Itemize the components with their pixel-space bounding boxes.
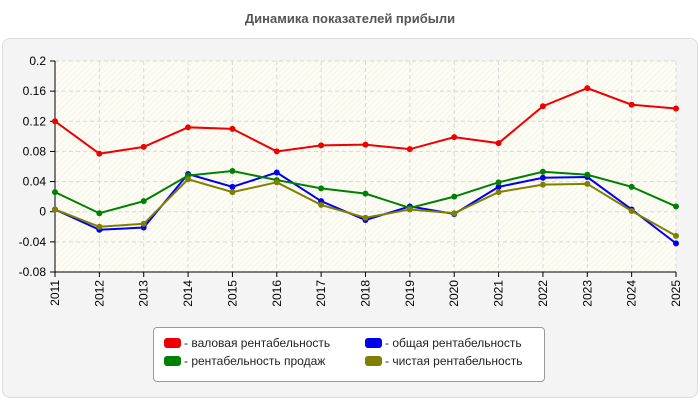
data-point: [273, 169, 280, 176]
data-point: [451, 134, 458, 141]
data-point: [362, 190, 369, 197]
data-point: [185, 124, 192, 131]
data-point: [229, 189, 236, 196]
legend-item-net: - чистая рентабельность: [365, 354, 522, 368]
y-tick-label: 0.08: [23, 144, 47, 158]
x-tick-label: 2024: [625, 280, 639, 307]
data-point: [495, 140, 502, 147]
data-point: [539, 181, 546, 188]
x-tick-label: 2011: [48, 280, 62, 306]
x-tick-label: 2014: [181, 280, 195, 307]
data-point: [185, 176, 192, 183]
x-tick-label: 2019: [403, 280, 417, 307]
data-point: [584, 180, 591, 187]
data-point: [140, 220, 147, 227]
data-point: [451, 193, 458, 200]
data-point: [406, 206, 413, 213]
data-point: [140, 143, 147, 150]
chart-title: Динамика показателей прибыли: [244, 11, 456, 26]
data-point: [52, 189, 58, 196]
legend-item-sales: - рентабельность продаж: [164, 354, 325, 368]
data-point: [539, 174, 546, 181]
data-point: [584, 85, 591, 92]
data-point: [229, 168, 236, 175]
legend-swatch: [365, 338, 382, 348]
x-tick-label: 2023: [580, 280, 594, 307]
legend-label: - общая рентабельность: [385, 336, 522, 350]
data-point: [628, 101, 635, 108]
data-point: [229, 125, 236, 132]
data-point: [628, 183, 635, 190]
series-2: [52, 168, 679, 217]
data-point: [673, 203, 679, 210]
x-tick-label: 2020: [447, 280, 461, 307]
data-point: [495, 189, 502, 196]
y-tick-label: 0.16: [23, 84, 47, 98]
data-point: [451, 210, 458, 217]
data-point: [318, 142, 325, 149]
x-tick-label: 2017: [314, 280, 328, 307]
data-point: [539, 103, 546, 110]
legend-swatch: [365, 356, 382, 366]
data-point: [52, 206, 58, 213]
data-point: [96, 223, 103, 230]
y-tick-label: 0.04: [23, 175, 47, 189]
y-tick-label: 0.12: [23, 114, 47, 128]
x-tick-label: 2012: [92, 280, 106, 307]
data-point: [362, 214, 369, 221]
data-point: [673, 232, 679, 239]
data-point: [273, 179, 280, 186]
x-tick-label: 2025: [669, 280, 683, 307]
data-point: [362, 141, 369, 148]
legend-swatch: [164, 356, 181, 366]
x-tick-label: 2021: [492, 280, 506, 307]
legend-item-gross: - валовая рентабельность: [164, 336, 330, 350]
legend-label: - валовая рентабельность: [184, 336, 331, 350]
data-point: [52, 118, 58, 125]
data-point: [406, 146, 413, 153]
legend-label: - чистая рентабельность: [385, 354, 523, 368]
x-tick-label: 2018: [359, 280, 373, 307]
data-point: [673, 240, 679, 247]
data-point: [318, 201, 325, 208]
data-point: [96, 150, 103, 157]
y-tick-label: -0.08: [19, 265, 47, 279]
data-point: [673, 105, 679, 112]
legend-swatch: [164, 338, 181, 348]
x-tick-label: 2015: [225, 280, 239, 307]
data-point: [96, 210, 103, 217]
data-point: [584, 171, 591, 178]
x-tick-label: 2022: [536, 280, 550, 307]
y-tick-label: 0: [39, 205, 46, 219]
x-tick-label: 2013: [137, 280, 151, 307]
legend-item-total: - общая рентабельность: [365, 336, 522, 350]
data-point: [140, 198, 147, 205]
data-point: [273, 148, 280, 155]
chart-legend: - валовая рентабельность - общая рентабе…: [153, 327, 545, 382]
legend-label: - рентабельность продаж: [184, 354, 326, 368]
data-point: [495, 179, 502, 186]
series-0: [52, 85, 679, 157]
data-point: [229, 183, 236, 190]
series-3: [52, 176, 679, 239]
y-tick-label: -0.04: [19, 235, 47, 249]
x-tick-label: 2016: [270, 280, 284, 307]
data-point: [628, 207, 635, 214]
data-point: [539, 168, 546, 175]
y-tick-label: 0.2: [29, 54, 46, 68]
data-point: [318, 185, 325, 192]
data-point: [495, 183, 502, 190]
